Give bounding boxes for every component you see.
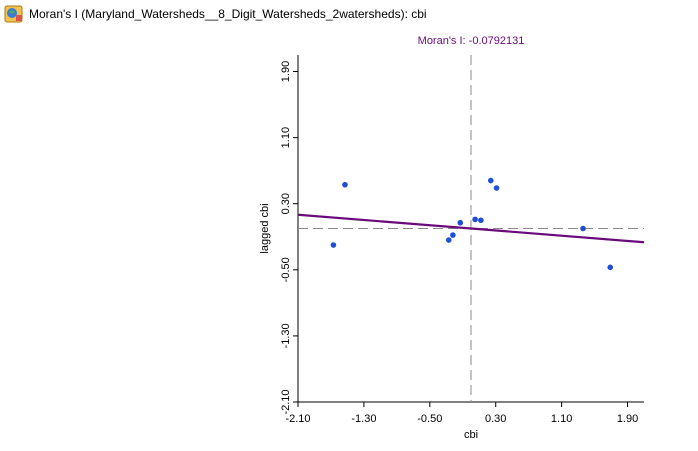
y-tick-label: -2.10 xyxy=(280,389,292,414)
x-tick-label: 0.30 xyxy=(485,413,506,425)
data-point xyxy=(580,225,586,232)
y-tick-label: 1.10 xyxy=(280,127,292,148)
data-point xyxy=(472,216,478,223)
y-axis-label: lagged cbi xyxy=(259,203,271,253)
x-tick-label: -1.30 xyxy=(351,413,376,425)
x-tick-label: 1.90 xyxy=(617,413,638,425)
window-titlebar: Moran's I (Maryland_Watersheds__8_Digit_… xyxy=(0,0,698,28)
regression-line-group xyxy=(297,213,645,244)
data-point xyxy=(330,242,337,248)
x-tick-label: 1.10 xyxy=(551,413,572,425)
data-point xyxy=(607,264,614,271)
y-tick-label: 0.30 xyxy=(280,193,292,214)
window-title: Moran's I (Maryland_Watersheds__8_Digit_… xyxy=(29,7,427,21)
map-globe-icon xyxy=(3,3,25,25)
y-tick-label: 1.90 xyxy=(280,61,292,82)
data-point xyxy=(450,232,456,238)
x-tick-label: -0.50 xyxy=(417,413,442,425)
chart-title: Moran's I: -0.0792131 xyxy=(418,35,525,47)
data-points xyxy=(330,177,614,271)
plot-labels: -2.10 -1.30 -0.50 0.30 1.10 1.90 -2.10 -1.30 -0.… xyxy=(259,35,638,441)
data-point xyxy=(457,219,464,226)
plot-axes xyxy=(293,55,644,407)
data-point xyxy=(445,237,452,243)
x-tick-label: -2.10 xyxy=(285,413,310,425)
regression-line xyxy=(297,213,645,244)
data-point xyxy=(487,177,494,184)
data-point xyxy=(478,217,484,224)
y-tick-label: -0.50 xyxy=(280,257,292,282)
x-axis-label: cbi xyxy=(464,429,478,441)
data-point xyxy=(493,185,500,191)
data-point xyxy=(342,181,348,188)
y-tick-label: -1.30 xyxy=(280,323,292,348)
